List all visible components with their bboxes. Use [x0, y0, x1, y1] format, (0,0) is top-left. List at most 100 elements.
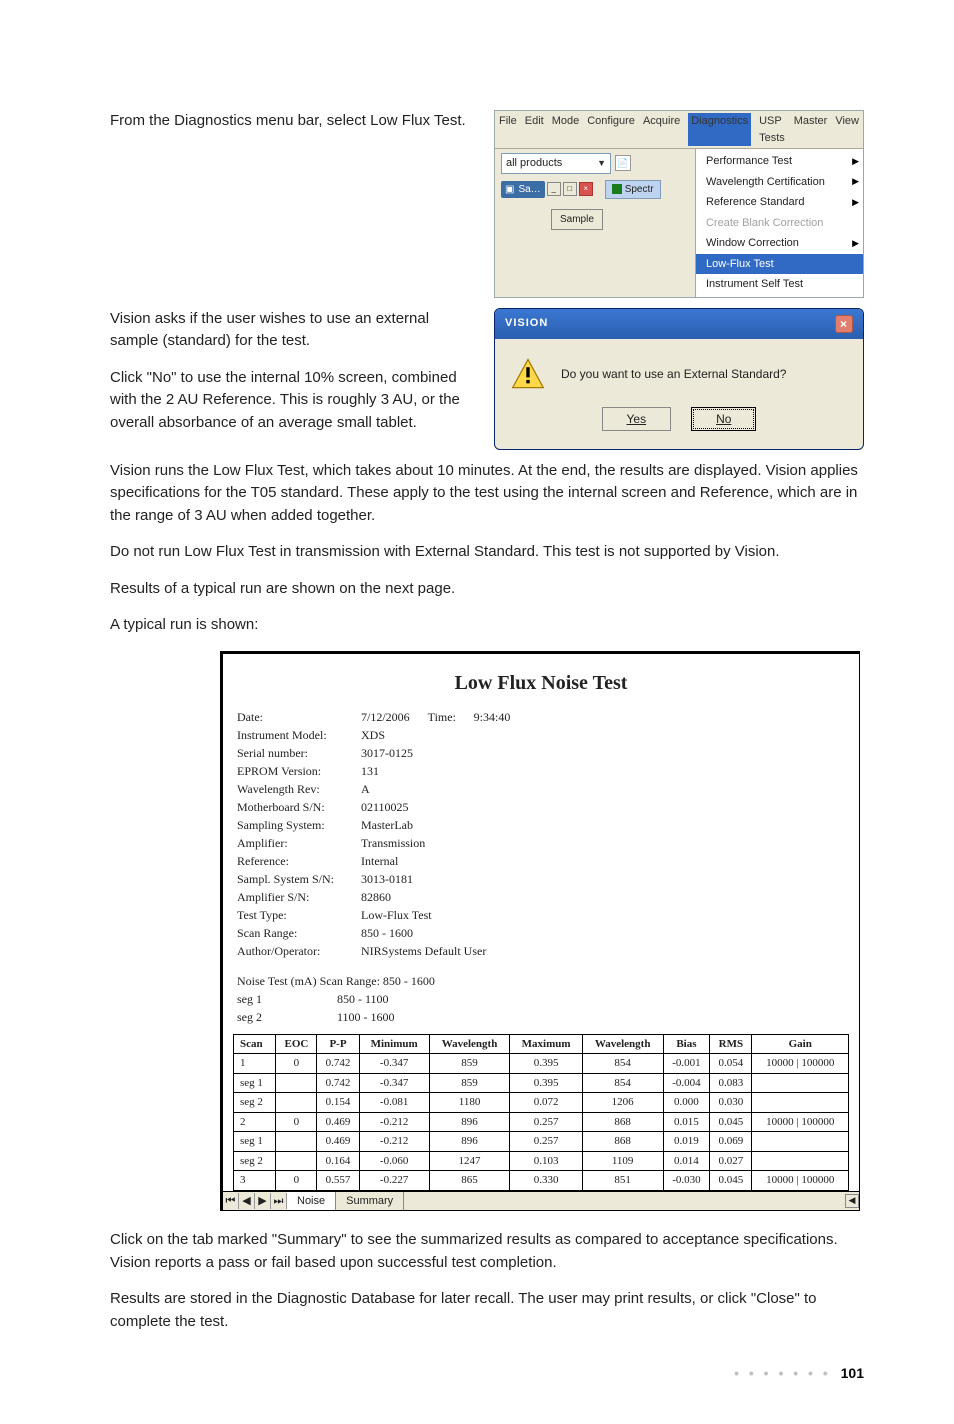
table-cell: [752, 1151, 849, 1171]
tab-summary[interactable]: Summary: [336, 1192, 404, 1211]
product-selector[interactable]: all products ▼: [501, 153, 611, 174]
spectr-button[interactable]: Spectr: [605, 180, 661, 199]
menu-diagnostics[interactable]: Diagnostics: [688, 113, 751, 146]
table-header-cell: Gain: [752, 1034, 849, 1054]
child-window-title: ▣ Sa…: [501, 181, 545, 198]
scroll-left-icon[interactable]: ◀: [845, 1194, 859, 1208]
table-cell: 0.257: [510, 1132, 582, 1152]
table-cell: 0.164: [317, 1151, 359, 1171]
table-cell: 0.072: [510, 1093, 582, 1113]
meta-time: 9:34:40: [474, 708, 511, 726]
table-cell: seg 1: [234, 1073, 276, 1093]
table-row: 100.742-0.3478590.395854-0.0010.05410000…: [234, 1054, 849, 1074]
child-window-icon: ▣: [505, 182, 514, 197]
meta-serial-label: Serial number:: [237, 744, 361, 762]
tab-last-icon[interactable]: ⏭: [271, 1193, 287, 1209]
meta-model: XDS: [361, 726, 845, 744]
diag-item-reference-standard[interactable]: Reference Standard▶: [696, 192, 863, 213]
meta-sampsys-label: Sampling System:: [237, 816, 361, 834]
diag-item-label: Create Blank Correction: [706, 215, 823, 232]
meta-wlrev: A: [361, 780, 845, 798]
meta-amp-label: Amplifier:: [237, 834, 361, 852]
table-header-cell: Maximum: [510, 1034, 582, 1054]
menu-master[interactable]: Master: [794, 113, 828, 146]
minimize-icon[interactable]: _: [547, 182, 561, 196]
report-title: Low Flux Noise Test: [223, 654, 859, 708]
table-cell: -0.004: [663, 1073, 710, 1093]
menu-acquire[interactable]: Acquire: [643, 113, 680, 146]
table-row: 200.469-0.2128960.2578680.0150.04510000 …: [234, 1112, 849, 1132]
tab-first-icon[interactable]: ⏮: [223, 1193, 239, 1209]
table-cell: 3: [234, 1171, 276, 1191]
table-cell: 0.742: [317, 1073, 359, 1093]
menu-configure[interactable]: Configure: [587, 113, 635, 146]
table-row: seg 10.469-0.2128960.2578680.0190.069: [234, 1132, 849, 1152]
meta-mb: 02110025: [361, 798, 845, 816]
table-cell: 0: [276, 1054, 317, 1074]
table-cell: 10000 | 100000: [752, 1171, 849, 1191]
meta-auth: NIRSystems Default User: [361, 942, 845, 960]
paragraph-summary-tab: Click on the tab marked "Summary" to see…: [110, 1229, 864, 1274]
dialog-message: Do you want to use an External Standard?: [561, 365, 786, 383]
diag-item-window-correction[interactable]: Window Correction▶: [696, 233, 863, 254]
close-icon[interactable]: ×: [579, 182, 593, 196]
tab-prev-icon[interactable]: ◀: [239, 1193, 255, 1209]
maximize-icon[interactable]: □: [563, 182, 577, 196]
diag-item-instrument-self-test[interactable]: Instrument Self Test: [696, 274, 863, 295]
table-cell: -0.347: [359, 1054, 429, 1074]
meta-eprom-label: EPROM Version:: [237, 762, 361, 780]
noise-test-header: Noise Test (mA) Scan Range: 850 - 1600: [237, 972, 845, 990]
table-cell: 10000 | 100000: [752, 1112, 849, 1132]
tab-noise[interactable]: Noise: [287, 1192, 336, 1211]
tab-next-icon[interactable]: ▶: [255, 1193, 271, 1209]
submenu-arrow-icon: ▶: [852, 155, 859, 169]
table-cell: 0.030: [710, 1093, 752, 1113]
diag-item-label: Wavelength Certification: [706, 174, 825, 191]
no-button[interactable]: No: [691, 407, 756, 431]
spectr-icon: [612, 184, 622, 194]
new-document-icon[interactable]: 📄: [615, 155, 631, 171]
menu-edit[interactable]: Edit: [525, 113, 544, 146]
diag-item-label: Window Correction: [706, 235, 799, 252]
table-cell: 859: [429, 1054, 510, 1074]
dialog-close-icon[interactable]: ×: [835, 315, 853, 333]
table-cell: 0.395: [510, 1073, 582, 1093]
warning-icon: [511, 357, 545, 391]
menu-mode[interactable]: Mode: [552, 113, 580, 146]
submenu-arrow-icon: ▶: [852, 175, 859, 189]
menu-file[interactable]: File: [499, 113, 517, 146]
table-cell: 0.154: [317, 1093, 359, 1113]
table-cell: 0.019: [663, 1132, 710, 1152]
menu-view[interactable]: View: [835, 113, 859, 146]
table-cell: 1109: [582, 1151, 663, 1171]
table-cell: 1: [234, 1054, 276, 1074]
meta-sssn-label: Sampl. System S/N:: [237, 870, 361, 888]
sample-button[interactable]: Sample: [551, 209, 603, 230]
table-cell: seg 2: [234, 1151, 276, 1171]
diagnostics-menubar: File Edit Mode Configure Acquire Diagnos…: [494, 110, 864, 298]
diag-item-performance-test[interactable]: Performance Test ▶: [696, 151, 863, 172]
table-cell: 854: [582, 1054, 663, 1074]
diag-item-wavelength-cert[interactable]: Wavelength Certification ▶: [696, 172, 863, 193]
meta-ampsn-label: Amplifier S/N:: [237, 888, 361, 906]
meta-eprom: 131: [361, 762, 845, 780]
table-cell: 0.083: [710, 1073, 752, 1093]
meta-ampsn: 82860: [361, 888, 845, 906]
yes-button[interactable]: Yes: [602, 407, 672, 431]
table-cell: seg 2: [234, 1093, 276, 1113]
table-cell: 0.557: [317, 1171, 359, 1191]
table-header-cell: P-P: [317, 1034, 359, 1054]
table-cell: 0.469: [317, 1112, 359, 1132]
seg1-range: 850 - 1100: [337, 990, 389, 1008]
table-cell: 0.069: [710, 1132, 752, 1152]
table-cell: 896: [429, 1132, 510, 1152]
diag-item-low-flux-test[interactable]: Low-Flux Test: [696, 254, 863, 275]
diag-item-label: Performance Test: [706, 153, 792, 170]
meta-ref-label: Reference:: [237, 852, 361, 870]
table-cell: 0.054: [710, 1054, 752, 1074]
menu-usptests[interactable]: USP Tests: [759, 113, 786, 146]
meta-ref: Internal: [361, 852, 845, 870]
meta-tt: Low-Flux Test: [361, 906, 845, 924]
table-cell: 0.027: [710, 1151, 752, 1171]
table-cell: 0.000: [663, 1093, 710, 1113]
